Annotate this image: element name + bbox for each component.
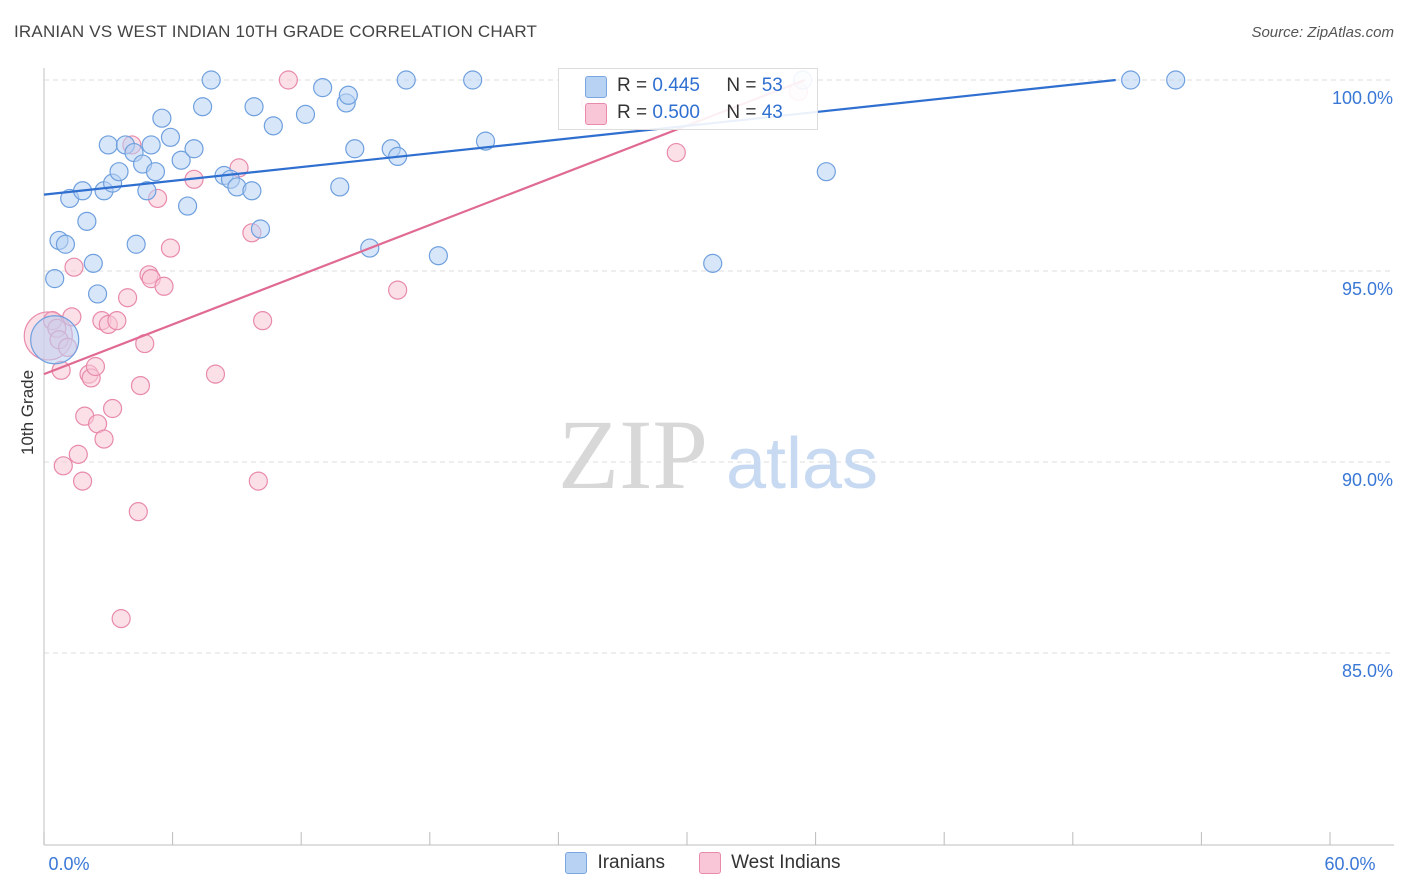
grid-lines — [44, 79, 1394, 654]
y-axis-label: 10th Grade — [18, 369, 37, 455]
iranians-point — [87, 284, 108, 304]
iranians-point — [330, 177, 350, 197]
iranians-point — [184, 139, 204, 159]
iranians-point — [250, 219, 271, 239]
west-indians-point — [64, 257, 84, 277]
west-indians-point — [130, 376, 151, 396]
west-indians-r-label: R = — [617, 102, 653, 123]
west-indians-point — [72, 471, 93, 491]
iranians-point — [1121, 70, 1141, 90]
iranians-point — [109, 162, 129, 182]
iranians-n-label: N = — [726, 75, 762, 96]
iranians-r-label: R = — [617, 75, 653, 96]
west-indians-n-value: 43 — [761, 102, 783, 123]
west-indians-point — [94, 429, 114, 449]
west-indians-point — [278, 70, 298, 90]
iranians-point — [137, 181, 157, 201]
iranians-point — [178, 196, 198, 216]
legend-item-iranians[interactable]: Iranians — [565, 852, 665, 874]
y-tick-label: 100.0% — [1332, 88, 1393, 108]
stats-box: R = 0.445 N = 53 R = 0.500 N = 43 — [558, 68, 818, 130]
legend-item-west-indians[interactable]: West Indians — [699, 852, 841, 874]
west-indians-point — [111, 609, 131, 629]
west-indians-point — [85, 356, 106, 377]
iranians-point — [30, 315, 80, 365]
iranians-point — [242, 181, 262, 201]
axes — [43, 68, 1394, 846]
west-indians-swatch — [585, 103, 607, 125]
y-tick-label: 95.0% — [1342, 279, 1393, 299]
west-indians-point — [253, 311, 273, 331]
iranians-point — [171, 150, 191, 170]
iranians-point — [345, 139, 365, 159]
tick-labels: 85.0% 90.0% 95.0% 100.0% 0.0% 60.0% — [48, 88, 1393, 874]
chart-title: IRANIAN VS WEST INDIAN 10TH GRADE CORREL… — [14, 22, 538, 41]
west-indians-point — [68, 444, 88, 464]
iranians-point — [1166, 70, 1186, 90]
iranians-point — [98, 135, 118, 155]
iranians-point — [244, 97, 264, 117]
source-label: Source: ZipAtlas.com — [1251, 24, 1394, 41]
legend-label-west-indians: West Indians — [731, 852, 841, 873]
west-indians-point — [128, 502, 148, 522]
iranians-point — [45, 269, 65, 289]
iranians-n-value: 53 — [761, 75, 783, 96]
x-tick-label: 0.0% — [48, 854, 89, 874]
west-indians-point — [248, 471, 268, 491]
iranians-r-value: 0.445 — [652, 75, 700, 96]
iranians-point — [428, 246, 448, 266]
iranians-point — [141, 135, 161, 155]
iranians-point — [83, 253, 103, 273]
legend: Iranians West Indians — [0, 852, 1406, 874]
iranians-point — [295, 104, 316, 124]
legend-swatch-iranians — [565, 852, 588, 874]
iranians-point — [263, 116, 283, 136]
iranians-point — [313, 78, 333, 98]
y-tick-label: 85.0% — [1342, 661, 1393, 681]
iranians-point — [396, 70, 416, 90]
west-indians-point — [205, 364, 226, 384]
iranians-point — [126, 234, 146, 254]
west-indians-point — [117, 288, 138, 308]
iranians-point — [152, 108, 172, 128]
iranians-point — [160, 127, 181, 147]
watermark-zip: ZIP — [558, 399, 708, 510]
west-indians-point — [154, 276, 174, 296]
y-tick-label: 90.0% — [1342, 470, 1393, 490]
west-indians-r-value: 0.500 — [652, 102, 700, 123]
west-indians-point — [666, 142, 686, 163]
iranians-point — [145, 162, 166, 182]
iranians-point — [816, 162, 836, 182]
west-indians-point — [160, 238, 181, 258]
west-indians-point — [388, 280, 408, 300]
iranians-point — [77, 211, 97, 231]
west-indians-point — [107, 311, 127, 331]
west-indians-point — [53, 456, 73, 476]
iranians-point — [55, 234, 76, 254]
iranians-point — [338, 85, 358, 105]
iranians-point — [703, 253, 723, 273]
iranians-points — [30, 70, 1186, 365]
iranians-point — [475, 131, 496, 151]
iranians-point — [201, 70, 221, 90]
iranians-point — [463, 70, 483, 90]
x-tick-label: 60.0% — [1324, 854, 1375, 874]
legend-label-iranians: Iranians — [597, 852, 666, 873]
watermark-atlas: atlas — [726, 424, 878, 504]
iranians-trend-line — [43, 78, 1116, 196]
west-indians-point — [102, 398, 123, 419]
west-indians-n-label: N = — [726, 102, 762, 123]
legend-swatch-west-indians — [699, 852, 722, 874]
iranians-point — [193, 97, 213, 117]
iranians-swatch — [585, 76, 607, 98]
